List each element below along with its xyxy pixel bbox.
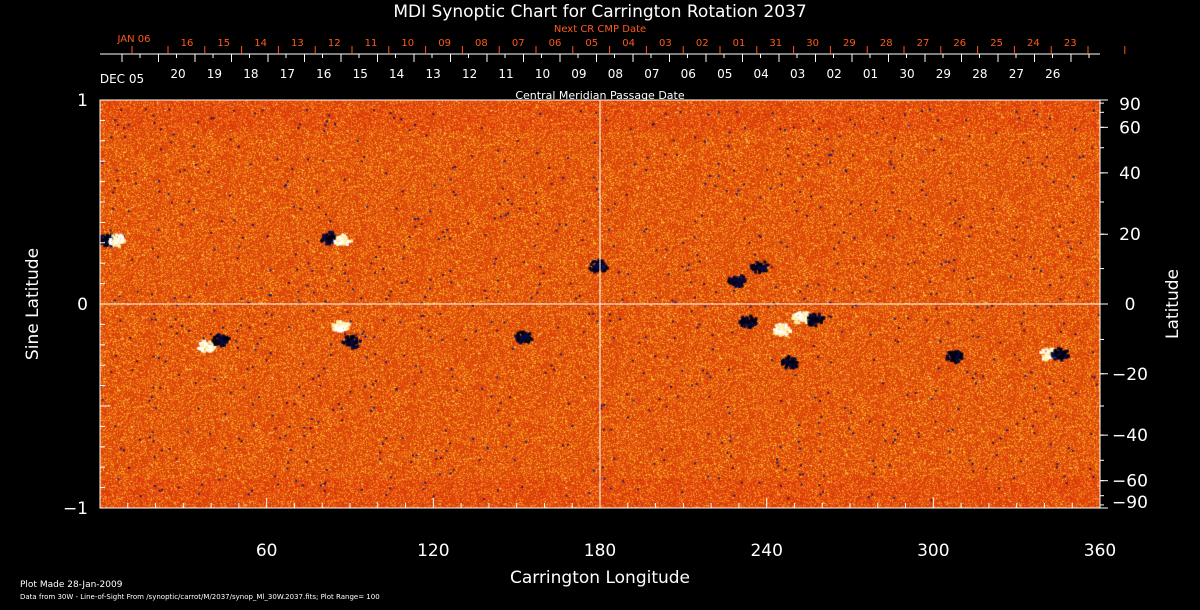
next-cr-tick-label: 10: [401, 38, 414, 49]
next-cr-tick-label: 03: [659, 38, 672, 49]
date-tick-label: 20: [170, 67, 185, 81]
top-axis-label: Central Meridian Passage Date: [515, 89, 684, 102]
date-tick-label: 27: [1009, 67, 1024, 81]
data-source-text: Data from 30W - Line-of-Sight From /syno…: [20, 593, 380, 601]
date-tick-label: 07: [644, 67, 659, 81]
y-tick-label: −1: [63, 499, 88, 519]
right-tick-label: −60: [1112, 472, 1148, 492]
right-tick-label: 20: [1119, 225, 1141, 245]
date-tick-label: 16: [316, 67, 331, 81]
next-cr-tick-label: 31: [769, 38, 782, 49]
date-tick-label: 09: [571, 67, 586, 81]
right-tick-label: 60: [1119, 118, 1141, 138]
next-cr-tick-label: 02: [696, 38, 709, 49]
right-tick-label: 40: [1119, 164, 1141, 184]
date-tick-label: 13: [426, 67, 441, 81]
date-tick-label: 02: [826, 67, 841, 81]
next-cr-tick-label: 13: [291, 38, 304, 49]
x-tick-label: 360: [1084, 541, 1116, 561]
right-tick-label: 90: [1119, 95, 1141, 115]
y-tick-label: 0: [77, 295, 88, 315]
right-tick-label: −20: [1112, 365, 1148, 385]
right-tick-label: 0: [1125, 295, 1136, 315]
next-cr-tick-label: 27: [917, 38, 930, 49]
date-tick-label: 30: [899, 67, 914, 81]
next-cr-start: JAN 06: [117, 34, 151, 45]
next-cr-tick-label: 11: [365, 38, 378, 49]
right-tick-label: −40: [1112, 426, 1148, 446]
next-cr-tick-label: 30: [806, 38, 819, 49]
right-axis-label: Latitude: [1163, 269, 1183, 339]
next-cr-tick-label: 12: [328, 38, 341, 49]
date-tick-label: 14: [389, 67, 404, 81]
x-tick-label: 300: [917, 541, 949, 561]
date-tick-label: 10: [535, 67, 550, 81]
date-tick-label: 08: [608, 67, 623, 81]
date-tick-label: 05: [717, 67, 732, 81]
next-cr-tick-label: 23: [1064, 38, 1077, 49]
next-cr-tick-label: 01: [733, 38, 746, 49]
date-tick-label: 17: [280, 67, 295, 81]
x-tick-label: 120: [417, 541, 449, 561]
date-tick-label: 06: [681, 67, 696, 81]
next-cr-tick-label: 26: [953, 38, 966, 49]
next-cr-tick-label: 09: [438, 38, 451, 49]
date-tick-label: 18: [243, 67, 258, 81]
x-tick-label: 60: [256, 541, 278, 561]
next-cr-tick-label: 06: [549, 38, 562, 49]
next-cr-tick-label: 05: [585, 38, 598, 49]
next-cr-tick-label: 16: [181, 38, 194, 49]
x-axis-label: Carrington Longitude: [510, 568, 690, 588]
x-tick-label: 180: [584, 541, 616, 561]
date-tick-label: 04: [754, 67, 769, 81]
right-tick-label: −90: [1112, 493, 1148, 513]
date-tick-label: 11: [498, 67, 513, 81]
date-tick-label: 03: [790, 67, 805, 81]
date-tick-label: 26: [1045, 67, 1060, 81]
next-cr-tick-label: 28: [880, 38, 893, 49]
y-tick-label: 1: [77, 91, 88, 111]
chart-title: MDI Synoptic Chart for Carrington Rotati…: [393, 2, 806, 22]
date-tick-label: 19: [207, 67, 222, 81]
plot-made-text: Plot Made 28-Jan-2009: [20, 580, 123, 590]
date-tick-label: 29: [936, 67, 951, 81]
date-tick-label: 01: [863, 67, 878, 81]
next-cr-tick-label: 15: [217, 38, 230, 49]
next-cr-tick-label: 07: [512, 38, 525, 49]
next-cr-tick-label: 25: [990, 38, 1003, 49]
next-cr-tick-label: 14: [254, 38, 267, 49]
date-tick-label: 12: [462, 67, 477, 81]
next-cr-label: Next CR CMP Date: [554, 24, 646, 35]
y-axis-label: Sine Latitude: [23, 248, 43, 360]
next-cr-tick-label: 04: [622, 38, 635, 49]
date-tick-label: 28: [972, 67, 987, 81]
next-cr-tick-label: 24: [1027, 38, 1040, 49]
next-cr-tick-label: 29: [843, 38, 856, 49]
next-cr-tick-label: 08: [475, 38, 488, 49]
x-tick-label: 240: [750, 541, 782, 561]
date-tick-label: 15: [353, 67, 368, 81]
top-axis-start: DEC 05: [100, 72, 144, 86]
